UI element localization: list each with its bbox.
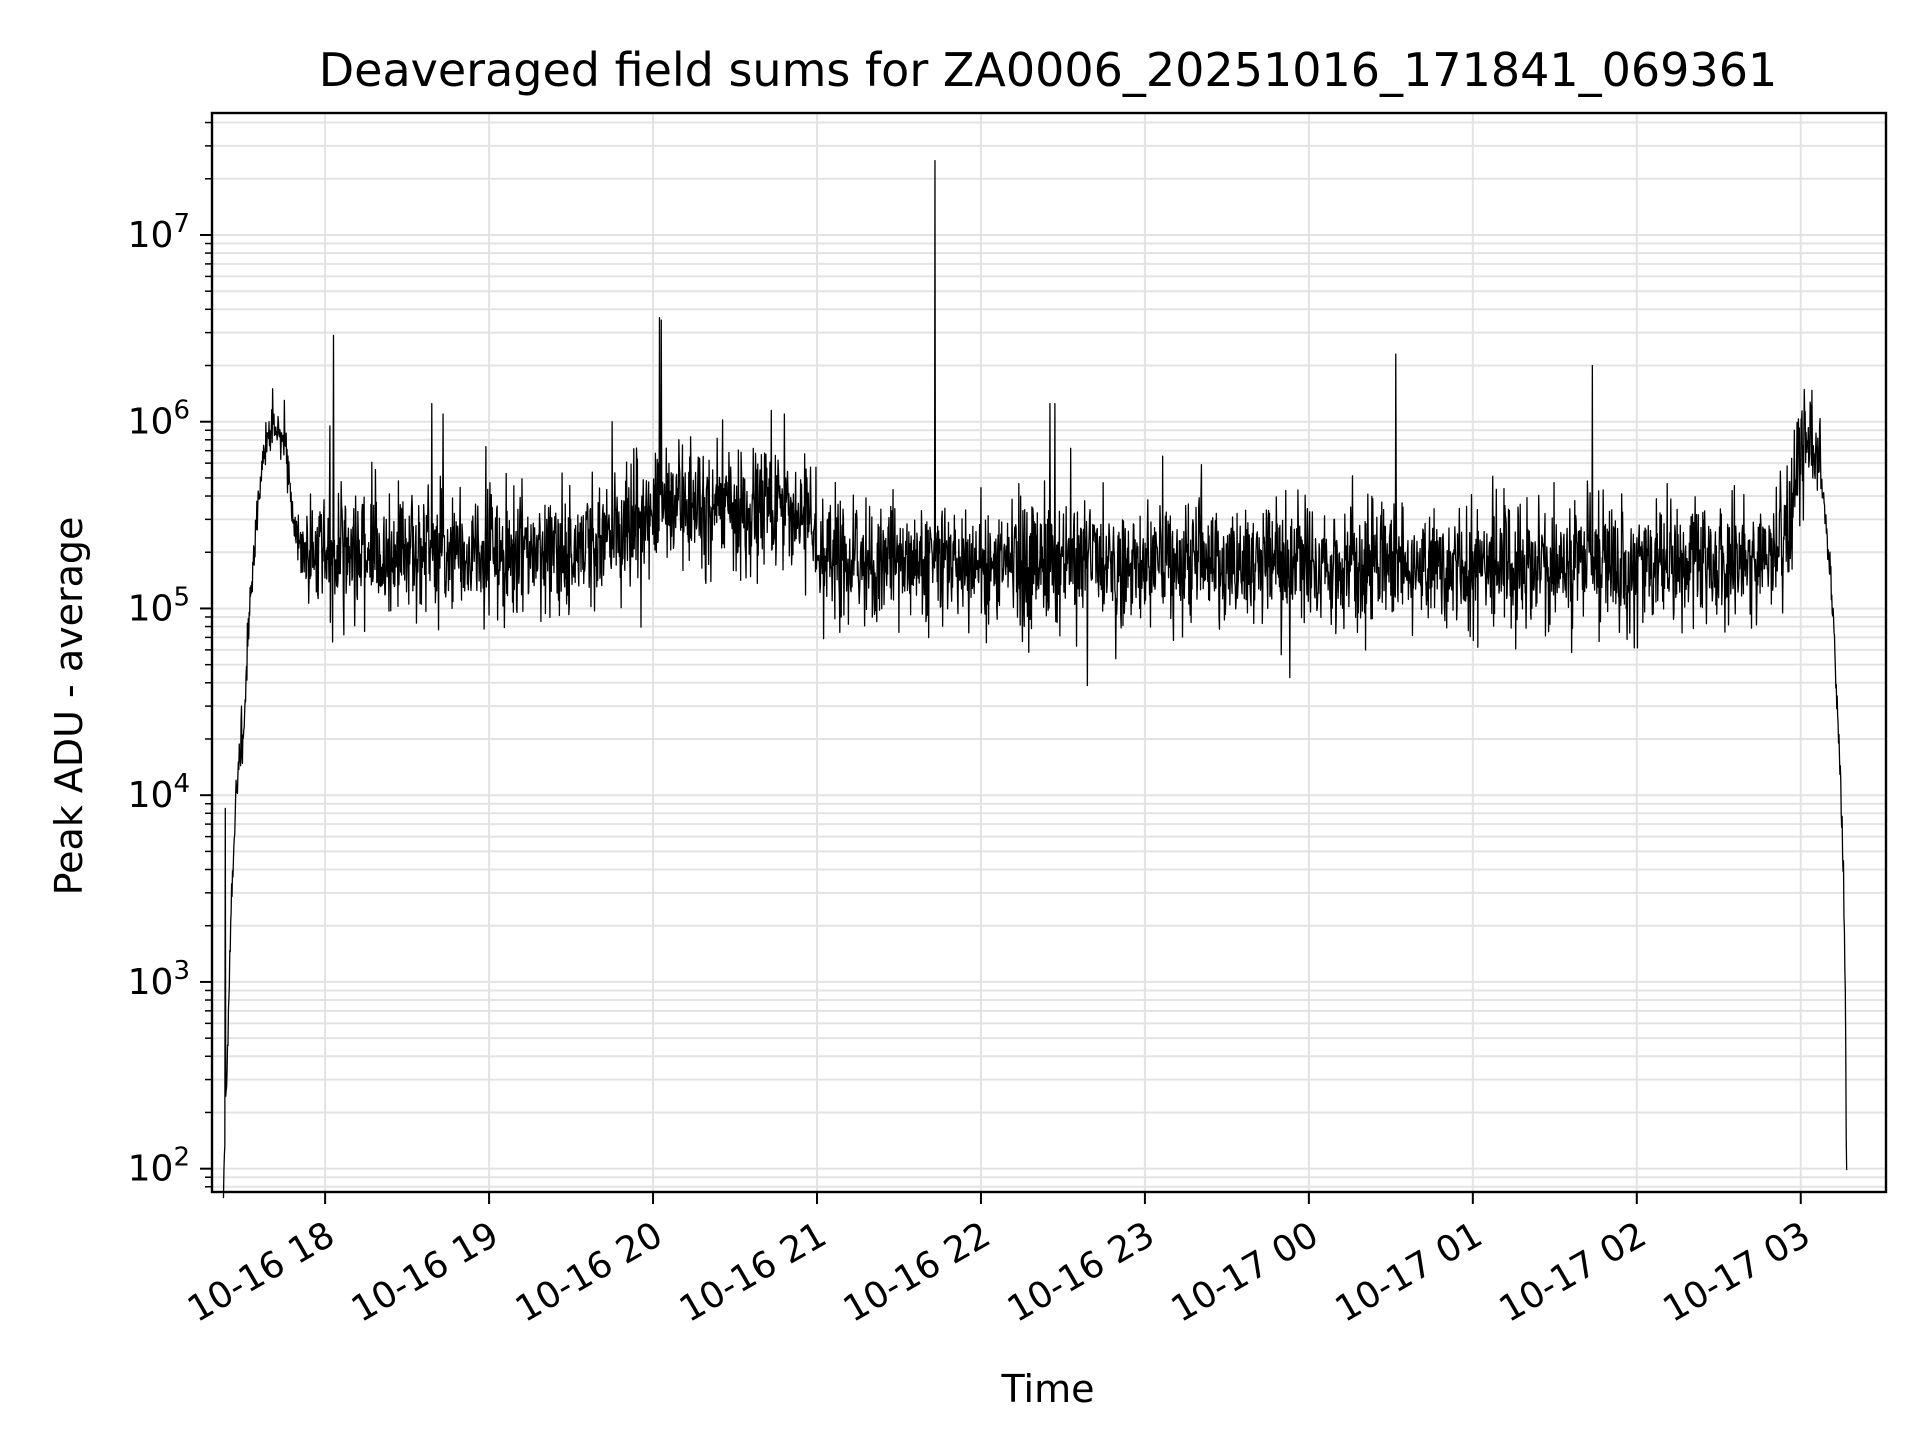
y-tick-label: 104 [128, 769, 190, 816]
y-tick-label: 102 [128, 1143, 190, 1190]
x-axis-label: Time [1001, 1367, 1095, 1411]
plot-frame [210, 111, 1888, 1194]
series-line [222, 160, 1848, 1199]
y-tick-label: 105 [128, 582, 190, 629]
y-axis-label: Peak ADU - average [47, 517, 91, 896]
grid [212, 113, 1886, 1192]
y-tick-label: 103 [128, 956, 190, 1003]
y-axis: 102 103 104 105 106 107 [128, 121, 212, 1190]
y-tick-label: 107 [128, 209, 190, 256]
y-tick-label: 106 [128, 396, 190, 443]
chart-title: Deaveraged field sums for ZA0006_2025101… [319, 43, 1778, 97]
data-series [222, 160, 1848, 1199]
